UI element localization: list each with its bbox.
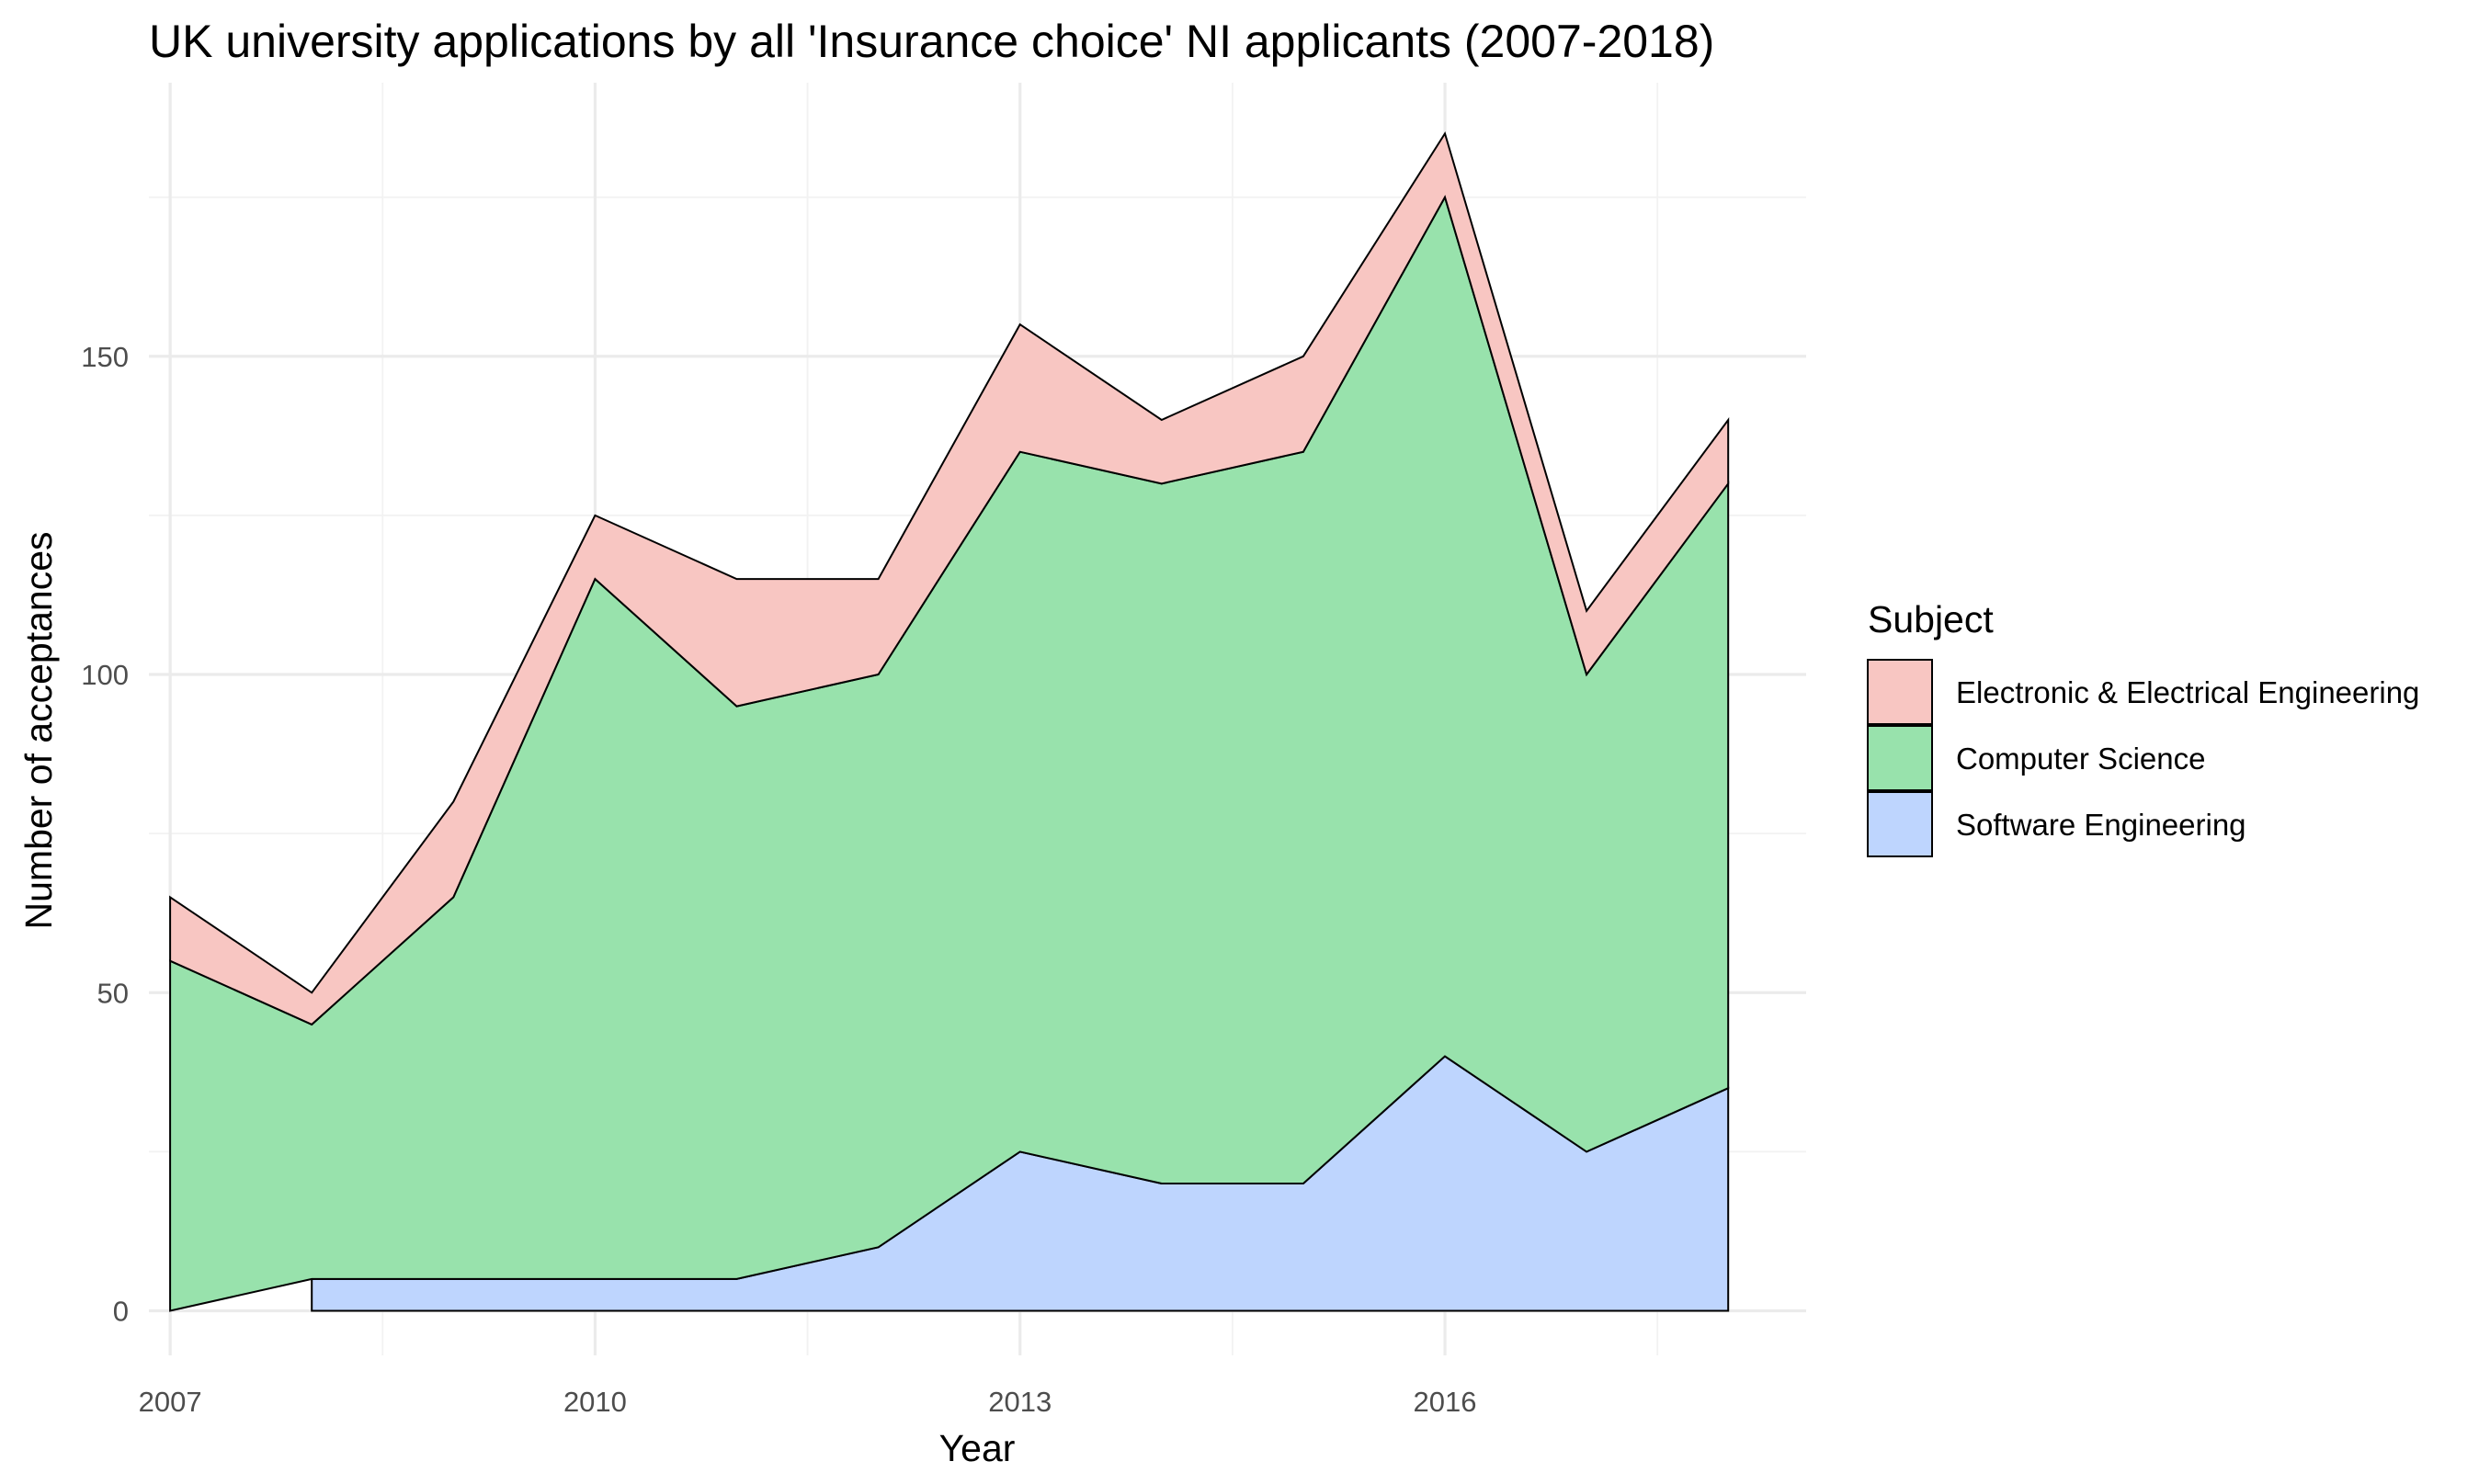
legend-label-electronic-electrical-engineering: Electronic & Electrical Engineering xyxy=(1956,675,2419,709)
stacked-areas xyxy=(169,131,1730,1312)
x-axis-title: Year xyxy=(939,1427,1016,1469)
y-tick-label: 0 xyxy=(113,1296,129,1328)
y-tick-label: 50 xyxy=(97,977,129,1009)
legend-title: Subject xyxy=(1868,598,1994,640)
y-axis-title: Number of acceptances xyxy=(17,531,60,929)
x-axis-ticks: 2007 2010 2013 2016 xyxy=(139,1386,1477,1418)
area-electronic-electrical-engineering xyxy=(169,131,1730,1026)
chart-title: UK university applications by all 'Insur… xyxy=(149,16,1714,67)
x-tick-label: 2013 xyxy=(988,1386,1052,1418)
legend: Subject Electronic & Electrical Engineer… xyxy=(1867,598,2419,857)
x-tick-label: 2007 xyxy=(139,1386,202,1418)
legend-key-electronic-electrical-engineering xyxy=(1867,659,1933,725)
x-tick-label: 2010 xyxy=(563,1386,627,1418)
legend-label-software-engineering: Software Engineering xyxy=(1956,808,2246,842)
y-axis-ticks: 0 50 100 150 xyxy=(81,341,129,1328)
legend-label-computer-science: Computer Science xyxy=(1956,742,2205,776)
legend-key-software-engineering xyxy=(1867,791,1933,857)
y-tick-label: 150 xyxy=(81,341,129,373)
x-tick-label: 2016 xyxy=(1414,1386,1477,1418)
legend-key-computer-science xyxy=(1867,725,1933,791)
y-tick-label: 100 xyxy=(81,659,129,691)
